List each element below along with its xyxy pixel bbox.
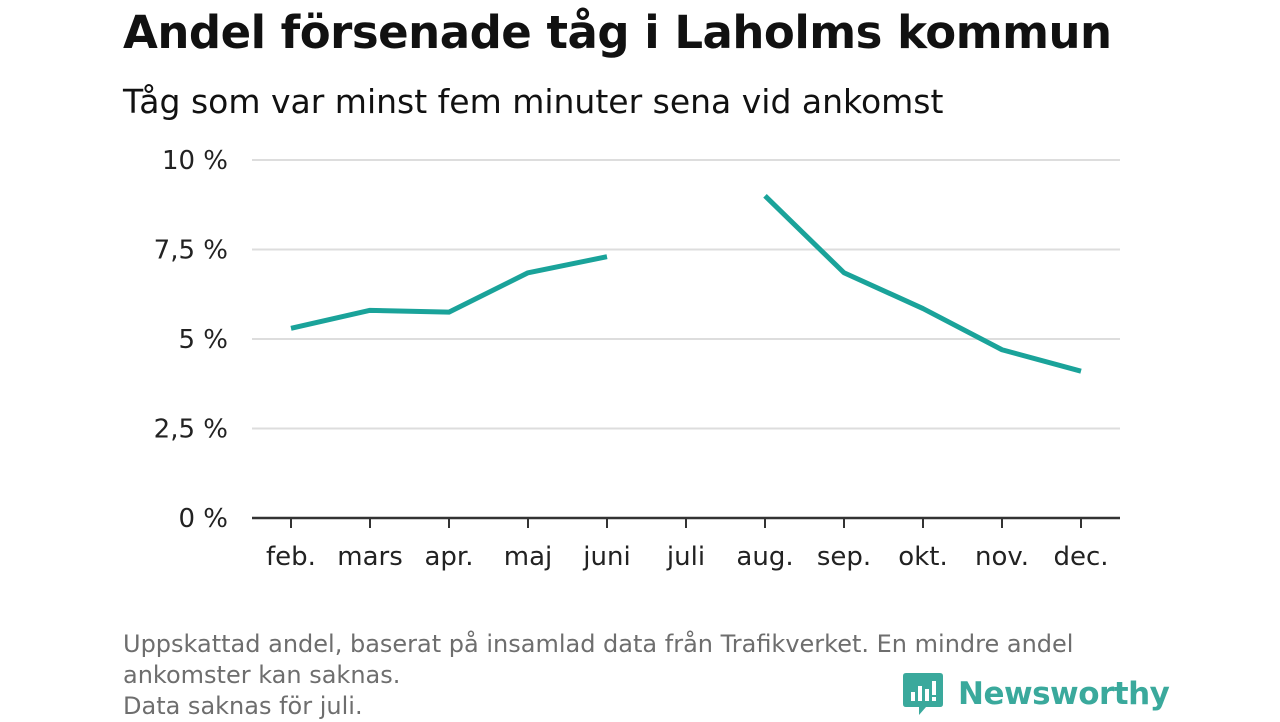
footnote: Uppskattad andel, baserat på insamlad da… [123,629,1163,722]
footnote-line-1: Uppskattad andel, baserat på insamlad da… [123,630,1074,658]
y-tick-label: 5 % [178,325,228,355]
x-tick-label: apr. [424,542,473,572]
line-chart: 0 % 2,5 % 5 % 7,5 % 10 % feb. mars apr. maj juni j… [154,146,1120,572]
y-tick-label: 7,5 % [154,236,228,266]
x-tick-label: juni [582,542,630,572]
brand-logo: Newsworthy [902,671,1170,717]
x-tick-label: aug. [736,542,793,572]
x-tick-label: dec. [1053,542,1108,572]
x-tick-label: feb. [266,542,316,572]
y-tick-label: 10 % [162,146,228,176]
x-tick-label: okt. [898,542,947,572]
x-tick-label: juli [666,542,705,572]
chart-title: Andel försenade tåg i Laholms kommun [123,6,1112,59]
x-tick-label: nov. [975,542,1029,572]
y-tick-label: 0 % [178,504,228,534]
series-line [290,254,608,331]
x-tick-label: sep. [817,542,871,572]
chart-subtitle: Tåg som var minst fem minuter sena vid a… [123,82,944,121]
y-tick-label: 2,5 % [154,415,228,445]
footnote-line-2: ankomster kan saknas. [123,661,401,689]
x-tick-label: mars [337,542,403,572]
x-tick-label: maj [504,542,552,572]
brand-name: Newsworthy [958,676,1170,712]
series-line [763,194,1082,374]
newsworthy-logo-icon [903,673,943,715]
footnote-line-3: Data saknas för juli. [123,692,363,720]
